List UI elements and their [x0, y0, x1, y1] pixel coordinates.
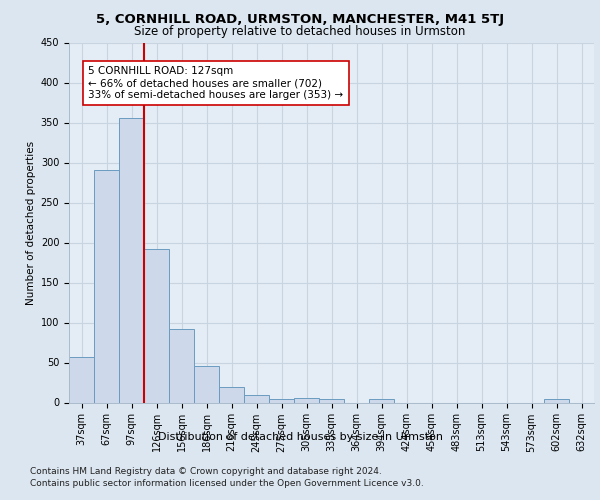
Text: Contains HM Land Registry data © Crown copyright and database right 2024.: Contains HM Land Registry data © Crown c… — [30, 468, 382, 476]
Bar — [269, 398, 294, 402]
Bar — [294, 398, 319, 402]
Bar — [94, 170, 119, 402]
Bar — [194, 366, 219, 403]
Text: Contains public sector information licensed under the Open Government Licence v3: Contains public sector information licen… — [30, 479, 424, 488]
Bar — [369, 398, 394, 402]
Bar — [244, 396, 269, 402]
Bar — [69, 357, 94, 403]
Y-axis label: Number of detached properties: Number of detached properties — [26, 140, 37, 304]
Text: Size of property relative to detached houses in Urmston: Size of property relative to detached ho… — [134, 25, 466, 38]
Bar — [144, 249, 169, 402]
Text: Distribution of detached houses by size in Urmston: Distribution of detached houses by size … — [157, 432, 443, 442]
Text: 5 CORNHILL ROAD: 127sqm
← 66% of detached houses are smaller (702)
33% of semi-d: 5 CORNHILL ROAD: 127sqm ← 66% of detache… — [89, 66, 344, 100]
Bar — [319, 398, 344, 402]
Bar — [119, 118, 144, 403]
Bar — [169, 329, 194, 402]
Bar — [544, 398, 569, 402]
Bar — [219, 388, 244, 402]
Text: 5, CORNHILL ROAD, URMSTON, MANCHESTER, M41 5TJ: 5, CORNHILL ROAD, URMSTON, MANCHESTER, M… — [96, 12, 504, 26]
